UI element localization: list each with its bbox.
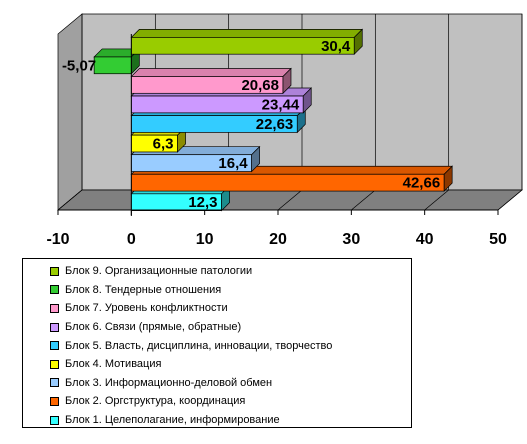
- legend-item: Блок 9. Организационные патологии: [23, 262, 411, 281]
- legend-item: Блок 7. Уровень конфликтности: [23, 299, 411, 318]
- bar-side: [251, 145, 260, 173]
- legend-item: Блок 3. Информационно-деловой обмен: [23, 374, 411, 393]
- bar-side: [282, 67, 292, 95]
- floor-gridline: [57, 189, 83, 211]
- bar-side: [443, 165, 453, 192]
- bar-front: [93, 56, 132, 75]
- bar-side: [353, 28, 363, 56]
- bar: -5,07: [62, 48, 141, 75]
- x-tick-label: 40: [416, 231, 434, 248]
- bar-top: [130, 29, 364, 38]
- bar-value-label: 20,68: [241, 77, 279, 94]
- bar-value-label: 12,3: [188, 194, 217, 211]
- legend-label: Блок 2. Оргструктура, координация: [65, 395, 246, 408]
- x-tick-label: 30: [342, 231, 360, 248]
- x-tick-label: 20: [269, 231, 287, 248]
- legend-item: Блок 8. Тендерные отношения: [23, 281, 411, 300]
- x-tick-label: -10: [46, 231, 69, 248]
- legend-label: Блок 1. Целеполагание, информирование: [65, 414, 280, 427]
- bar-value-label: 16,4: [218, 155, 248, 172]
- legend-label: Блок 9. Организационные патологии: [65, 265, 253, 278]
- legend-swatch: [50, 303, 59, 313]
- legend-item: Блок 1. Целеполагание, информирование: [23, 411, 411, 430]
- x-tick-label: 10: [196, 231, 214, 248]
- legend-label: Блок 5. Власть, дисциплина, инновации, т…: [65, 339, 333, 352]
- bar-value-label: 23,44: [262, 96, 300, 113]
- legend-item: Блок 4. Мотивация: [23, 355, 411, 374]
- legend-item: Блок 2. Оргструктура, координация: [23, 392, 411, 411]
- legend-swatch: [50, 341, 59, 351]
- legend-label: Блок 4. Мотивация: [65, 358, 162, 371]
- bar-value-label: 42,66: [403, 175, 441, 192]
- bar-value-label: 22,63: [256, 116, 294, 133]
- legend-item: Блок 5. Власть, дисциплина, инновации, т…: [23, 336, 411, 355]
- bar-value-label: 6,3: [153, 136, 174, 153]
- legend-swatch: [50, 285, 59, 295]
- legend-label: Блок 8. Тендерные отношения: [65, 283, 222, 296]
- bar-front: [130, 173, 445, 192]
- bar-top: [130, 68, 292, 77]
- legend-swatch: [50, 378, 59, 388]
- bar-side: [302, 87, 312, 114]
- plot-side-wall: [57, 13, 83, 211]
- legend-swatch: [50, 415, 59, 425]
- floor-gridline: [351, 189, 376, 211]
- bar: 42,66: [130, 165, 454, 192]
- legend-swatch: [50, 396, 59, 406]
- legend: Блок 9. Организационные патологии Блок 8.…: [22, 258, 412, 428]
- legend-label: Блок 7. Уровень конфликтности: [65, 302, 228, 315]
- x-tick-label: 0: [127, 231, 136, 248]
- legend-label: Блок 6. Связи (прямые, обратные): [65, 321, 242, 334]
- bar: 20,68: [130, 67, 292, 95]
- legend-swatch: [50, 359, 59, 369]
- bar-value-label: 30,4: [321, 38, 351, 55]
- floor-gridline: [497, 189, 523, 211]
- x-tick-label: 50: [489, 231, 507, 248]
- bar: 30,4: [130, 28, 364, 56]
- bar-value-label: -5,07: [62, 57, 96, 74]
- legend-swatch: [50, 266, 59, 276]
- chart: 12,3 42,66 16,4 6,3 22,63 23,44 20,68 -5,07 30,4…: [46, 13, 523, 248]
- floor-gridline: [277, 189, 303, 211]
- floor-gridline: [424, 189, 449, 211]
- legend-swatch: [50, 322, 59, 332]
- legend-item: Блок 6. Связи (прямые, обратные): [23, 318, 411, 337]
- legend-label: Блок 3. Информационно-деловой обмен: [65, 376, 273, 389]
